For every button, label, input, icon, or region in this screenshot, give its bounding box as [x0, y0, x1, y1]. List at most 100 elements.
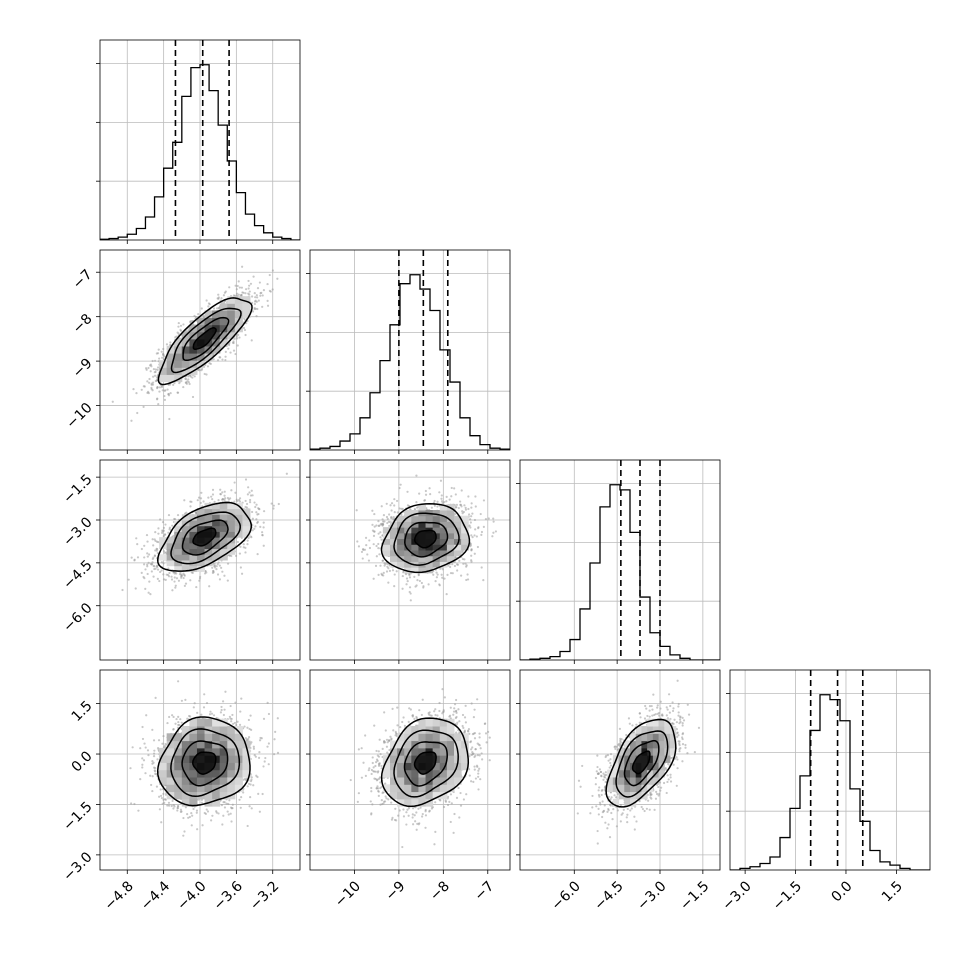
density-cell	[212, 537, 221, 544]
panel-1-0	[96, 249, 301, 454]
scatter-point	[464, 506, 467, 509]
scatter-point	[164, 742, 167, 746]
scatter-point	[186, 813, 189, 816]
scatter-point	[418, 492, 421, 495]
density-cell	[382, 544, 391, 551]
scatter-point	[236, 344, 239, 347]
scatter-point	[147, 392, 150, 395]
scatter-point	[258, 508, 261, 511]
scatter-point	[392, 515, 395, 519]
scatter-point	[238, 798, 241, 801]
scatter-point	[164, 533, 167, 536]
scatter-point	[173, 381, 176, 385]
panel-content	[129, 680, 280, 837]
density-cell	[174, 554, 183, 561]
density-cell	[397, 515, 405, 522]
scatter-point	[134, 587, 137, 590]
density-cell	[212, 520, 221, 527]
scatter-point	[255, 774, 258, 777]
scatter-point	[390, 502, 394, 505]
scatter-point	[398, 507, 401, 510]
scatter-point	[152, 544, 155, 547]
scatter-point	[153, 371, 156, 374]
density-cell	[411, 555, 419, 562]
scatter-point	[221, 358, 224, 361]
scatter-point	[174, 586, 177, 589]
scatter-point	[164, 523, 167, 526]
density-cell	[432, 538, 441, 545]
scatter-point	[455, 503, 459, 506]
scatter-point	[222, 814, 225, 817]
scatter-point	[231, 803, 234, 806]
scatter-point	[179, 810, 182, 813]
scatter-point	[212, 307, 216, 310]
scatter-point	[251, 301, 254, 304]
scatter-point	[211, 493, 215, 496]
density-cell	[219, 502, 228, 510]
scatter-point	[473, 534, 476, 537]
scatter-point	[153, 749, 156, 752]
density-cell	[181, 346, 190, 354]
scatter-point	[192, 706, 195, 709]
scatter-point	[492, 517, 495, 520]
density-cell	[425, 561, 434, 568]
density-cell	[404, 544, 412, 551]
scatter-point	[202, 500, 205, 503]
scatter-point	[236, 337, 239, 340]
scatter-point	[153, 565, 156, 568]
scatter-point	[218, 578, 222, 581]
scatter-point	[440, 497, 443, 500]
density-cell	[439, 538, 448, 545]
density-cell	[166, 537, 175, 544]
scatter-point	[406, 504, 410, 507]
scatter-point	[165, 573, 168, 576]
scatter-point	[234, 352, 237, 356]
density-cell	[439, 527, 448, 534]
scatter-point	[383, 520, 386, 523]
scatter-point	[436, 573, 439, 576]
scatter-point	[388, 524, 391, 527]
density-cell	[439, 504, 448, 511]
density-cell	[234, 525, 243, 532]
scatter-point	[146, 555, 149, 558]
scatter-point	[154, 770, 157, 773]
panel-border	[519, 459, 721, 661]
scatter-point	[211, 488, 215, 491]
density-cell	[397, 561, 405, 568]
scatter-point	[148, 580, 151, 583]
scatter-point	[250, 489, 253, 492]
density-cell	[390, 538, 398, 545]
scatter-point	[257, 756, 261, 759]
density-cell	[234, 296, 243, 304]
density-cell	[212, 317, 221, 326]
scatter-point	[267, 742, 270, 745]
scatter-point	[441, 501, 444, 505]
scatter-point	[154, 567, 157, 570]
density-cell	[461, 521, 469, 528]
density-cell	[196, 554, 206, 561]
scatter-point	[254, 525, 257, 528]
density-cell	[446, 510, 455, 517]
density-cell	[204, 353, 213, 361]
scatter-point	[271, 269, 274, 272]
scatter-point	[238, 336, 241, 339]
scatter-point	[373, 525, 376, 528]
density-cell	[219, 520, 228, 527]
density-cell	[404, 550, 412, 557]
scatter-point	[400, 507, 403, 510]
density-cell	[382, 550, 391, 557]
histogram-step	[100, 64, 300, 240]
scatter-point	[377, 532, 380, 535]
density-cell	[219, 514, 228, 521]
scatter-point	[254, 505, 257, 509]
scatter-point	[168, 715, 171, 719]
scatter-point	[152, 755, 156, 758]
scatter-point	[167, 801, 171, 804]
scatter-point	[223, 494, 226, 497]
scatter-point	[177, 332, 180, 335]
scatter-point	[451, 563, 454, 566]
density-cell	[189, 353, 198, 361]
scatter-point	[239, 566, 242, 569]
scatter-point	[256, 521, 259, 525]
scatter-point	[172, 728, 175, 731]
